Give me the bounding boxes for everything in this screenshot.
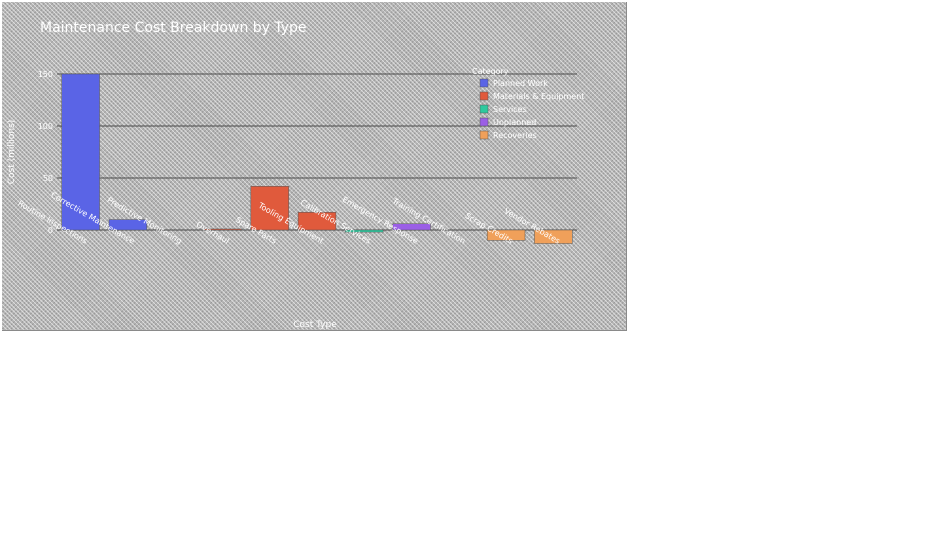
legend-swatch	[479, 130, 489, 140]
y-tick-label: 150	[38, 70, 53, 79]
legend: Category Planned Work Materials & Equipme…	[472, 67, 584, 140]
chart-panel: Maintenance Cost Breakdown by Type Cost …	[2, 2, 627, 331]
bar	[61, 73, 100, 231]
legend-swatch	[479, 91, 489, 101]
legend-item: Recoveries	[493, 131, 537, 140]
y-tick-label: 100	[38, 122, 53, 131]
x-tick-label: Emergency Response	[341, 195, 420, 246]
y-tick-labels: 0 50 100 150	[38, 70, 53, 235]
bar	[392, 223, 431, 231]
legend-swatch	[479, 104, 489, 114]
bar	[534, 229, 573, 244]
bar-chart: Maintenance Cost Breakdown by Type Cost …	[7, 20, 584, 330]
chart-title: Maintenance Cost Breakdown by Type	[40, 20, 307, 36]
legend-item: Unplanned	[493, 118, 536, 127]
legend-swatch	[479, 78, 489, 88]
legend-item: Planned Work	[493, 79, 548, 88]
y-axis-label: Cost (millions)	[7, 120, 17, 185]
x-axis-label: Cost Type	[293, 320, 337, 330]
bar	[250, 186, 289, 231]
legend-item: Services	[493, 105, 527, 114]
y-tick-label: 50	[43, 174, 53, 183]
bar	[203, 228, 242, 231]
bars	[61, 73, 573, 244]
x-tick-label: Training Certification	[390, 196, 467, 246]
y-tick-label: 0	[48, 226, 53, 235]
bar	[297, 212, 337, 231]
x-tick-label: Overhaul	[195, 220, 231, 246]
legend-swatch	[479, 117, 489, 127]
bar	[486, 229, 526, 241]
bar	[345, 229, 384, 233]
legend-title: Category	[472, 67, 509, 76]
bar	[108, 219, 148, 231]
legend-item: Materials & Equipment	[493, 92, 584, 101]
